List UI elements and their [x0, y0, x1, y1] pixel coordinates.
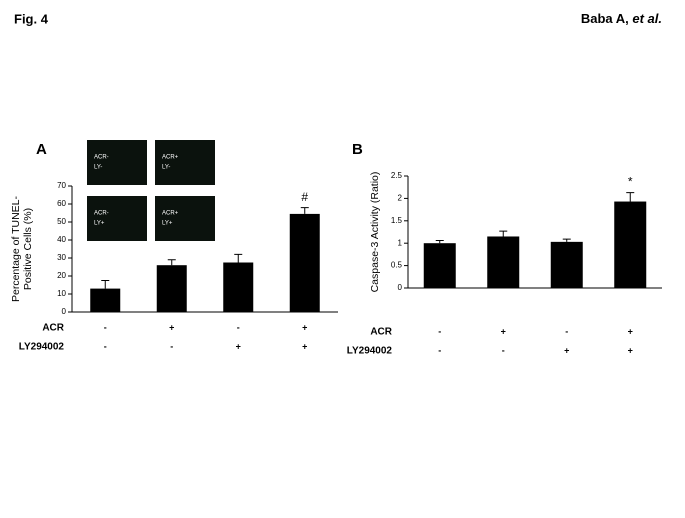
- annotation: #: [301, 190, 308, 204]
- condition-mark: +: [302, 341, 307, 351]
- error-bar: [562, 238, 571, 242]
- annotation: *: [628, 175, 633, 189]
- condition-mark: -: [438, 345, 441, 355]
- error-bar: [626, 192, 635, 202]
- error-bar: [300, 207, 309, 214]
- y-tick-label: 0: [398, 283, 403, 292]
- condition-mark: -: [502, 345, 505, 355]
- y-tick-label: 30: [57, 253, 66, 262]
- y-tick-label: 60: [57, 199, 66, 208]
- error-bar: [167, 259, 176, 266]
- inset-label: ACR+: [162, 211, 179, 217]
- bar: [156, 265, 187, 312]
- condition-mark: -: [565, 326, 568, 336]
- condition-mark: -: [237, 322, 240, 332]
- authors: Baba A, et al.: [581, 11, 662, 26]
- condition-mark: +: [628, 326, 633, 336]
- error-bar: [435, 240, 444, 244]
- error-bar: [234, 253, 243, 263]
- inset-label: ACR-: [94, 211, 109, 217]
- authors-name: Baba A,: [581, 11, 633, 26]
- y-tick-label: 40: [57, 235, 66, 244]
- condition-mark: +: [236, 341, 241, 351]
- condition-mark: -: [104, 341, 107, 351]
- bar: [550, 241, 583, 288]
- y-tick-label: 1.5: [391, 216, 403, 225]
- inset-label: ACR+: [162, 155, 179, 161]
- y-tick-label: 2.5: [391, 171, 403, 180]
- condition-mark: +: [302, 322, 307, 332]
- condition-mark: -: [438, 326, 441, 336]
- figure-label: Fig. 4: [14, 11, 49, 26]
- y-axis-label: Positive Cells (%): [22, 208, 34, 290]
- inset-label: ACR-: [94, 155, 109, 161]
- micrograph: [155, 140, 215, 185]
- y-tick-label: 0: [62, 307, 67, 316]
- condition-label: ACR: [42, 323, 64, 334]
- micrograph: [155, 196, 215, 241]
- bar: [289, 213, 320, 312]
- bar: [487, 236, 520, 288]
- inset-label: LY+: [94, 221, 105, 227]
- bar: [614, 201, 647, 288]
- condition-mark: -: [104, 322, 107, 332]
- y-tick-label: 1: [398, 238, 403, 247]
- micrograph: [87, 140, 147, 185]
- inset-label: LY-: [94, 165, 102, 171]
- y-tick-label: 2: [398, 194, 403, 203]
- inset-label: LY+: [162, 221, 173, 227]
- condition-label: LY294002: [347, 346, 393, 357]
- panel-label: B: [352, 141, 363, 158]
- y-tick-label: 10: [57, 289, 66, 298]
- bar: [90, 288, 121, 312]
- condition-mark: +: [564, 345, 569, 355]
- condition-mark: +: [628, 345, 633, 355]
- panel-label: A: [36, 141, 47, 158]
- error-bar: [101, 280, 110, 289]
- bar: [423, 243, 456, 288]
- micrograph: [87, 196, 147, 241]
- y-tick-label: 50: [57, 217, 66, 226]
- y-axis-label: Caspase-3 Activity (Ratio): [369, 172, 381, 293]
- bar: [223, 262, 254, 312]
- authors-etal: et al.: [632, 11, 662, 26]
- y-tick-label: 70: [57, 181, 66, 190]
- condition-mark: +: [169, 322, 174, 332]
- y-tick-label: 0.5: [391, 261, 403, 270]
- condition-label: ACR: [370, 327, 392, 338]
- condition-mark: +: [501, 326, 506, 336]
- condition-mark: -: [170, 341, 173, 351]
- condition-label: LY294002: [19, 342, 65, 353]
- y-axis-label: Percentage of TUNEL-: [10, 195, 22, 302]
- inset-label: LY-: [162, 165, 170, 171]
- error-bar: [499, 230, 508, 237]
- y-tick-label: 20: [57, 271, 66, 280]
